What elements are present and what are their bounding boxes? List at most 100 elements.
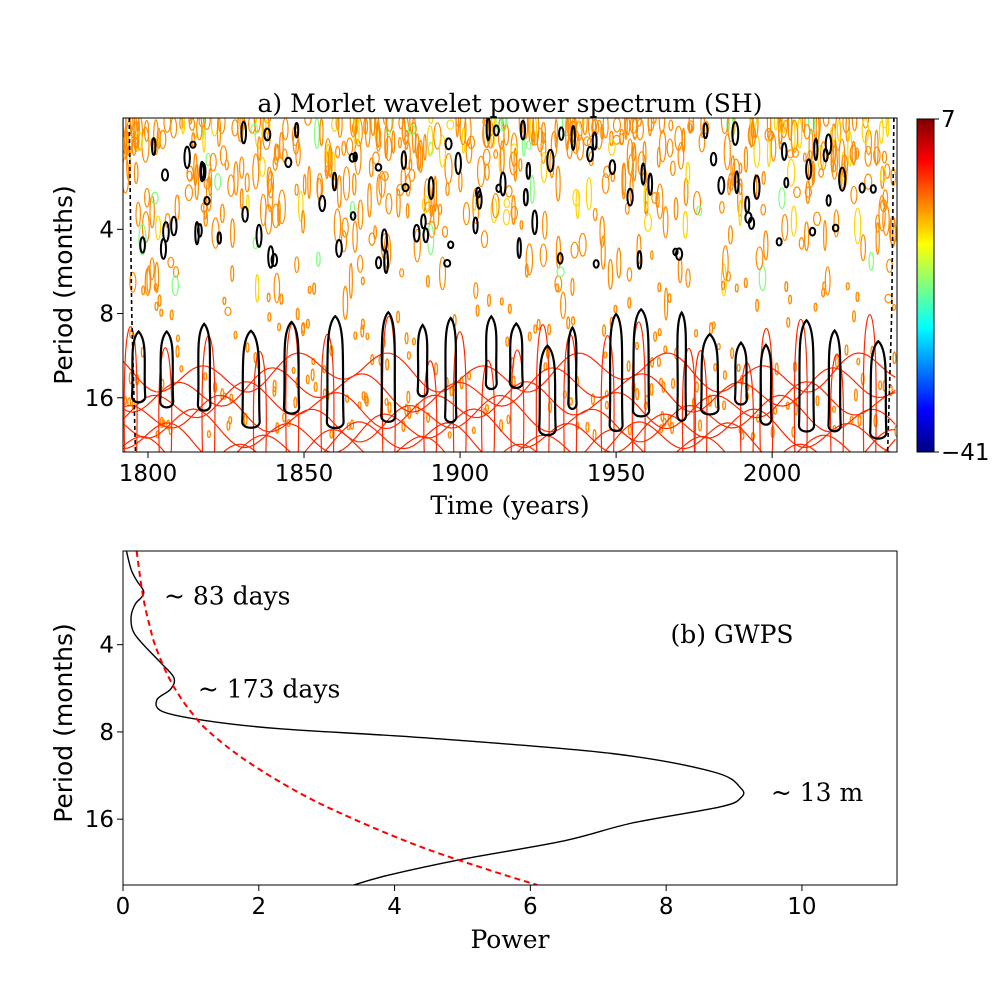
- wavelet-contour-hf: [766, 137, 771, 168]
- wavelet-contour-hf: [193, 153, 198, 187]
- wavelet-significance-small: [203, 195, 211, 206]
- wavelet-contour-hf: [408, 168, 416, 182]
- wavelet-contour-mid: [486, 293, 492, 307]
- wavelet-contour-mid: [312, 282, 317, 296]
- wavelet-significance-small: [420, 213, 427, 230]
- colorbar-min-label: −41: [941, 440, 990, 466]
- wavelet-contour-mid: [845, 282, 850, 291]
- wavelet-contour-hf: [150, 191, 159, 205]
- wavelet-contour-mid: [295, 307, 300, 321]
- wavelet-x-tick-label: 1850: [275, 461, 334, 487]
- wavelet-significance-small: [752, 174, 761, 200]
- wavelet-contour-hf: [438, 134, 447, 168]
- wavelet-significance-blob: [508, 321, 524, 390]
- wavelet-contour-mid: [506, 414, 511, 425]
- wavelet-contour-mid: [233, 330, 238, 340]
- wavelet-significance-small: [591, 131, 598, 151]
- wavelet-contour-hf: [138, 223, 147, 256]
- wavelet-contour-hf: [510, 205, 519, 221]
- wavelet-contour-hf: [385, 192, 393, 215]
- wavelet-significance-small: [352, 151, 358, 163]
- wavelet-contour-hf: [791, 147, 799, 158]
- wavelet-significance-small: [813, 137, 819, 162]
- wavelet-contour-hf: [426, 124, 434, 157]
- wavelet-contour-hf: [619, 128, 625, 145]
- wavelet-contour-hf: [399, 268, 405, 278]
- wavelet-contour-loop: [829, 353, 845, 452]
- wavelet-contour-mid: [222, 296, 227, 306]
- wavelet-contour-hf: [805, 180, 811, 204]
- wavelet-contour-mid: [157, 294, 162, 307]
- wavelet-contour-mid: [590, 393, 595, 406]
- wavelet-contours: [123, 118, 897, 452]
- wavelet-significance-blob: [827, 328, 842, 433]
- wavelet-contour-hf: [446, 119, 455, 130]
- wavelet-contour-hf: [761, 171, 766, 185]
- wavelet-contour-hf: [798, 237, 805, 250]
- wavelet-contour-hf: [529, 174, 535, 205]
- wavelet-contour-mid: [159, 308, 164, 317]
- wavelet-significance-blob: [797, 318, 816, 433]
- wavelet-contour-hf: [787, 158, 796, 187]
- wavelet-contour-hf: [882, 189, 889, 208]
- wavelet-significance-small: [780, 142, 788, 162]
- wavelet-contour-hf: [133, 136, 139, 149]
- wavelet-contour-hf: [368, 232, 376, 246]
- wavelet-contour-hf: [752, 118, 759, 139]
- wavelet-contour-loop: [252, 350, 267, 452]
- wavelet-contour-hf: [423, 133, 427, 161]
- wavelet-significance-small: [825, 194, 832, 207]
- wavelet-y-tick-label: 4: [99, 217, 114, 243]
- wavelet-contour-hf: [688, 122, 693, 134]
- wavelet-contour-hf: [673, 197, 679, 221]
- wavelet-contour-mid: [888, 384, 893, 397]
- wavelet-significance-small: [375, 256, 383, 270]
- wavelet-contour-hf: [531, 130, 536, 146]
- wavelet-contour-hf: [307, 165, 312, 200]
- wavelet-contour-mid: [604, 390, 609, 398]
- wavelet-significance-small: [556, 252, 564, 265]
- wavelet-contour-mid: [650, 356, 655, 368]
- wavelet-contour-hf: [860, 234, 867, 262]
- wavelet-contour-hf: [608, 138, 616, 156]
- wavelet-contour-mid: [653, 331, 658, 342]
- wavelet-contour-hf: [875, 222, 880, 255]
- wavelet-significance-small: [284, 156, 293, 169]
- wavelet-contour-mid: [786, 316, 791, 328]
- gwps-annotations: ~ 83 days ~ 173 days ~ 13 m: [164, 582, 863, 807]
- wavelet-contour-hf: [601, 173, 610, 194]
- wavelet-axes-frame: [122, 117, 898, 453]
- wavelet-contour-hf: [503, 197, 511, 209]
- wavelet-contour-hf: [315, 251, 321, 267]
- wavelet-contour-hf: [572, 189, 581, 207]
- wavelet-contour-hf: [401, 120, 406, 141]
- wavelet-contour-hf: [279, 131, 284, 160]
- wavelet-contour-mid: [660, 410, 665, 422]
- wavelet-contour-hf: [336, 174, 342, 209]
- wavelet-significance-small: [151, 137, 157, 156]
- wavelet-contour-hf: [879, 166, 887, 183]
- wavelet-contour-mid: [159, 416, 164, 429]
- wavelet-contour-mid: [585, 421, 590, 433]
- wavelet-significance-small: [531, 209, 539, 236]
- wavelet-contour-hf: [341, 217, 349, 238]
- wavelet-significance-small: [869, 184, 877, 194]
- wavelet-contour-hf: [208, 167, 213, 197]
- wavelet-x-tick-label: 1800: [119, 461, 178, 487]
- wavelet-significance-small: [194, 220, 200, 246]
- wavelet-contour-mid: [305, 374, 310, 385]
- wavelet-significance-small: [485, 118, 491, 142]
- wavelet-contour-hf: [167, 256, 175, 269]
- wavelet-significance-small: [443, 258, 452, 268]
- wavelet-contour-hf: [539, 243, 548, 268]
- wavelet-significance-small: [263, 127, 272, 142]
- wavelet-contour-mid: [307, 285, 312, 294]
- wavelet-contour-hf: [696, 205, 703, 216]
- wavelet-significance-small: [380, 228, 389, 252]
- wavelet-contour-hf: [219, 145, 228, 166]
- cone-of-influence-left: [128, 118, 137, 452]
- wavelet-contour-hf: [803, 124, 811, 140]
- wavelet-contour-mid: [406, 390, 411, 404]
- wavelet-significance-blob: [444, 316, 458, 424]
- wavelet-contour-mid: [613, 304, 618, 314]
